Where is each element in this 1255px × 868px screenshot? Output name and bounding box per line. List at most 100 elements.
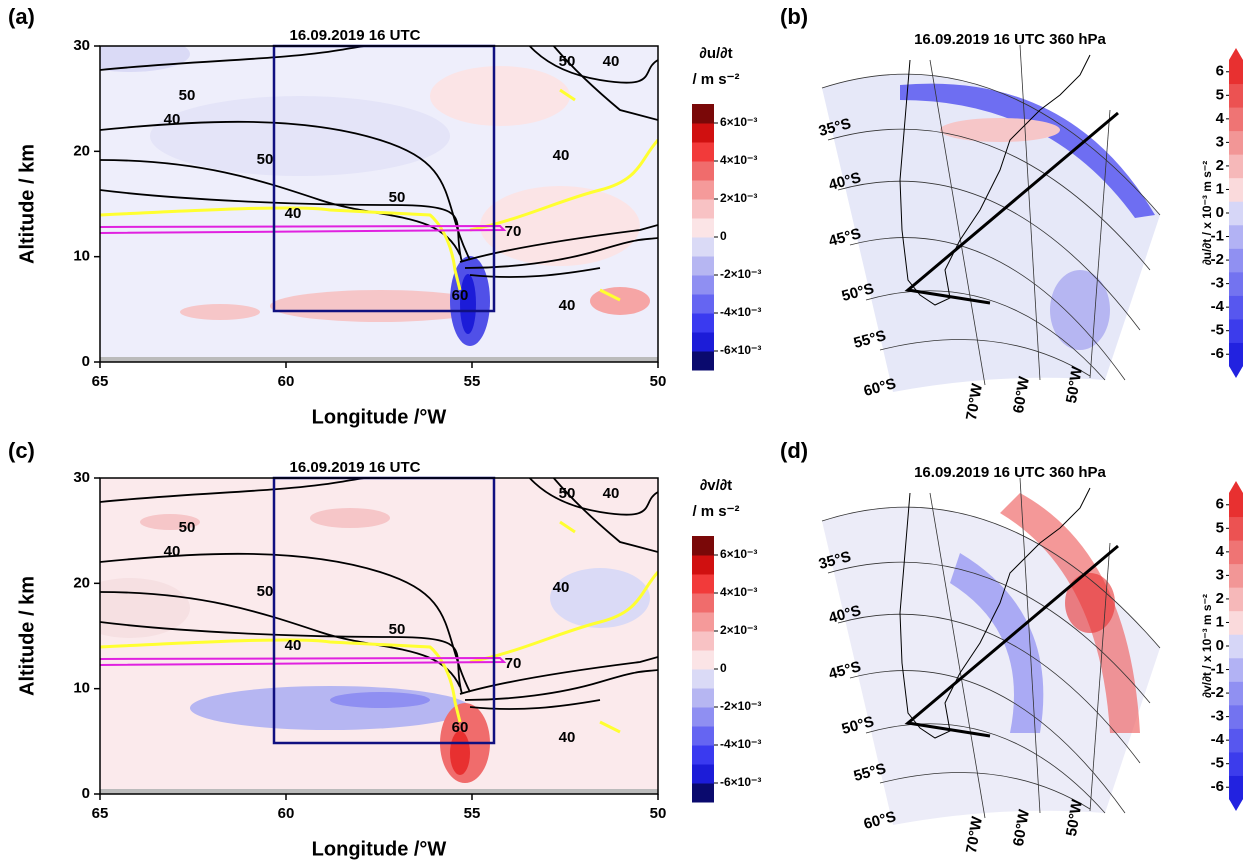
graticule	[827, 561, 1151, 704]
contour-line	[100, 478, 370, 503]
colorbar-tick-label: 0	[1216, 204, 1224, 221]
colorbar-box	[1229, 224, 1243, 249]
colorbar-tick-label: 6×10⁻³	[720, 547, 757, 561]
y-tick-label: 30	[73, 469, 90, 486]
graticule	[849, 237, 1126, 381]
colorbar-tick-label: -1	[1211, 661, 1224, 678]
colorbar-tick-label: -5	[1211, 322, 1224, 339]
field-blob	[550, 568, 650, 628]
colorbar-box	[692, 237, 714, 257]
contour-line	[469, 267, 601, 278]
lat-label: 50°S	[840, 280, 876, 305]
contour-yellow	[100, 570, 658, 723]
field-blob	[140, 514, 200, 530]
colorbar-box	[692, 631, 714, 651]
x-tick-label: 65	[92, 373, 109, 390]
graticule	[821, 73, 1161, 216]
colorbar-tick-label: 4×10⁻³	[720, 585, 757, 599]
contour-line	[459, 224, 658, 263]
contour-line	[528, 46, 658, 84]
colorbar-box	[1229, 318, 1243, 343]
colorbar-box	[692, 726, 714, 746]
colorbar-box	[692, 104, 714, 124]
colorbar-tick-label: 2	[1216, 157, 1224, 174]
colorbar-tick-label: -5	[1211, 755, 1224, 772]
graticule	[849, 670, 1126, 814]
colorbar-label: ∂u/∂t / x 10⁻³ m s⁻²	[1200, 161, 1214, 266]
chart-title: 16.09.2019 16 UTC 360 hPa	[914, 464, 1106, 481]
colorbar-tick-label: -2	[1211, 684, 1224, 701]
colorbar-tick-label: 4	[1216, 110, 1225, 127]
colorbar-tick-label: 2×10⁻³	[720, 191, 757, 205]
contour-label: 40	[553, 579, 570, 596]
contour-label: 60	[452, 719, 469, 736]
x-tick-label: 55	[464, 373, 481, 390]
colorbar-end	[1229, 481, 1243, 493]
contour-label: 50	[389, 189, 406, 206]
x-axis-label: Longitude /°W	[312, 406, 447, 428]
y-tick-label: 30	[73, 37, 90, 54]
colorbar-box	[1229, 83, 1243, 108]
colorbar-title: ∂u/∂t	[699, 45, 732, 62]
colorbar-box	[1229, 60, 1243, 85]
colorbar-tick-label: 2	[1216, 590, 1224, 607]
map	[821, 44, 1161, 393]
colorbar-tick-label: -1	[1211, 228, 1224, 245]
colorbar-tick-label: -2	[1211, 251, 1224, 268]
colorbar-box	[1229, 342, 1243, 367]
lat-label: 60°S	[862, 375, 898, 400]
field-blob	[270, 290, 490, 322]
colorbar-box	[692, 555, 714, 575]
graticule	[837, 180, 1141, 331]
contour-label: 50	[179, 519, 196, 536]
ground	[100, 789, 658, 794]
contour-yellow	[559, 88, 621, 302]
contour-yellow	[100, 138, 658, 291]
plot-frame	[99, 45, 659, 363]
colorbar-tick-label: 6	[1216, 63, 1224, 80]
colorbar-box	[692, 275, 714, 295]
colorbar-tick-label: 0	[720, 229, 727, 243]
contour-line	[100, 46, 370, 71]
contour-line	[469, 699, 601, 710]
colorbar-tick-label: -4	[1211, 298, 1225, 315]
colorbar-box	[1229, 201, 1243, 226]
colorbar-units: / m s⁻²	[692, 71, 739, 88]
contour-label: 50	[559, 53, 576, 70]
graticule	[837, 613, 1141, 764]
colorbar-tick-label: -4×10⁻³	[720, 737, 761, 751]
contour-yellow	[559, 520, 621, 734]
colorbar-title: ∂v/∂t	[700, 477, 732, 494]
y-tick-label: 20	[73, 142, 90, 159]
lat-label: 55°S	[852, 760, 888, 785]
field-blob	[480, 186, 640, 266]
graticule	[1019, 44, 1041, 381]
field-blob	[190, 686, 470, 730]
plot-background	[100, 478, 658, 794]
colorbar-box	[692, 142, 714, 162]
field-blob	[1065, 573, 1115, 633]
colorbar-box	[692, 294, 714, 314]
lat-label: 60°S	[862, 808, 898, 833]
x-tick-label: 60	[278, 805, 295, 822]
colorbar-tick-label: 4	[1216, 543, 1225, 560]
colorbar-tick-label: 1	[1216, 180, 1224, 197]
colorbar-box	[1229, 634, 1243, 659]
y-axis-label: Altitude / km	[16, 576, 38, 696]
colorbar-tick-label: 5	[1216, 86, 1224, 103]
contour-label: 50	[389, 621, 406, 638]
chart-title: 16.09.2019 16 UTC	[290, 27, 421, 44]
colorbar-end	[1229, 366, 1243, 378]
panel-label: (b)	[780, 4, 808, 29]
colorbar-box	[692, 536, 714, 556]
field-blob	[460, 274, 476, 334]
lat-label: 45°S	[827, 225, 863, 250]
panel-label: (c)	[8, 438, 35, 463]
contour-label: 40	[285, 205, 302, 222]
magenta-contour	[100, 656, 507, 666]
colorbar-label: ∂v/∂t / x 10⁻³ m s⁻²	[1200, 594, 1214, 698]
x-tick-label: 55	[464, 805, 481, 822]
colorbar-box	[692, 745, 714, 765]
graticule	[865, 290, 1106, 381]
colorbar-box	[692, 332, 714, 352]
